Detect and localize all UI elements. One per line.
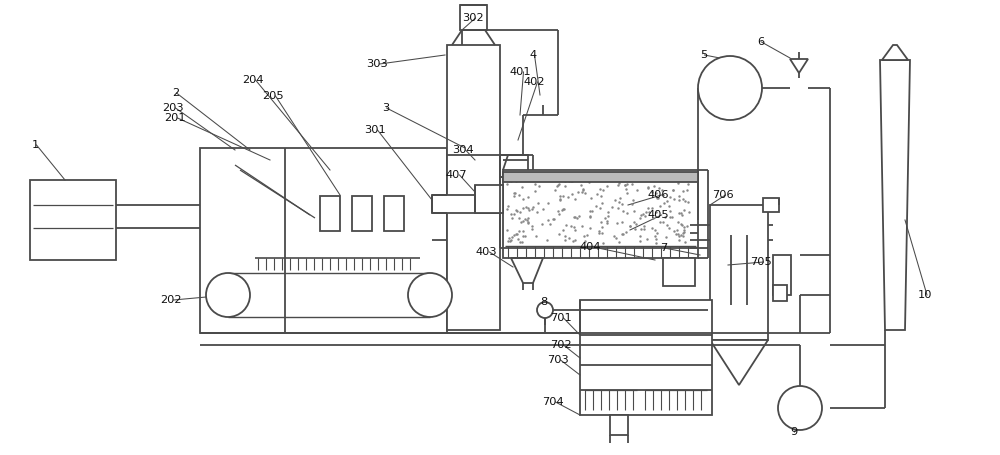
Bar [384, 196, 404, 231]
Circle shape [778, 386, 822, 430]
Polygon shape [710, 340, 768, 385]
Bar [447, 45, 500, 330]
Text: 204: 204 [242, 75, 264, 85]
Text: 303: 303 [366, 59, 388, 69]
Text: 304: 304 [452, 145, 474, 155]
Text: 4: 4 [530, 50, 537, 60]
Text: 1: 1 [32, 140, 39, 150]
Text: 401: 401 [510, 67, 532, 77]
Polygon shape [880, 60, 910, 330]
Text: 6: 6 [757, 37, 764, 47]
Bar [663, 258, 695, 286]
Text: 302: 302 [462, 13, 484, 23]
Bar [30, 180, 116, 260]
Text: 403: 403 [476, 247, 498, 257]
Text: 202: 202 [160, 295, 182, 305]
Bar [352, 196, 372, 231]
Text: 706: 706 [712, 190, 734, 200]
Text: 404: 404 [580, 242, 602, 252]
Text: 9: 9 [790, 427, 797, 437]
Bar [773, 285, 787, 301]
Bar [610, 415, 628, 435]
Text: 205: 205 [262, 91, 284, 101]
Text: 702: 702 [550, 340, 572, 350]
Text: 405: 405 [648, 210, 670, 220]
Bar [710, 205, 768, 340]
Bar [500, 155, 528, 177]
Bar [503, 170, 698, 258]
Text: 5: 5 [700, 50, 707, 60]
Text: 203: 203 [162, 103, 184, 113]
Bar [320, 196, 340, 231]
Circle shape [408, 273, 452, 317]
Bar [503, 172, 698, 182]
Bar [200, 148, 447, 333]
Text: 406: 406 [648, 190, 670, 200]
Text: 705: 705 [750, 257, 772, 267]
Bar [773, 255, 791, 295]
Bar [432, 195, 500, 213]
Text: 701: 701 [550, 313, 572, 323]
Circle shape [698, 56, 762, 120]
Bar [763, 198, 779, 212]
Bar [580, 300, 712, 415]
Circle shape [537, 302, 553, 318]
Text: 704: 704 [542, 397, 564, 407]
Text: 407: 407 [446, 170, 468, 180]
Bar [460, 5, 487, 30]
Circle shape [206, 273, 250, 317]
Text: 301: 301 [364, 125, 386, 135]
Text: 3: 3 [382, 103, 389, 113]
Text: 2: 2 [172, 88, 179, 98]
Text: 703: 703 [547, 355, 569, 365]
Text: 402: 402 [524, 77, 546, 87]
Text: 7: 7 [660, 243, 667, 253]
Text: 10: 10 [918, 290, 932, 300]
Bar [475, 185, 503, 213]
Polygon shape [882, 45, 908, 60]
Polygon shape [790, 59, 808, 73]
Text: 201: 201 [164, 113, 186, 123]
Text: 8: 8 [540, 297, 547, 307]
